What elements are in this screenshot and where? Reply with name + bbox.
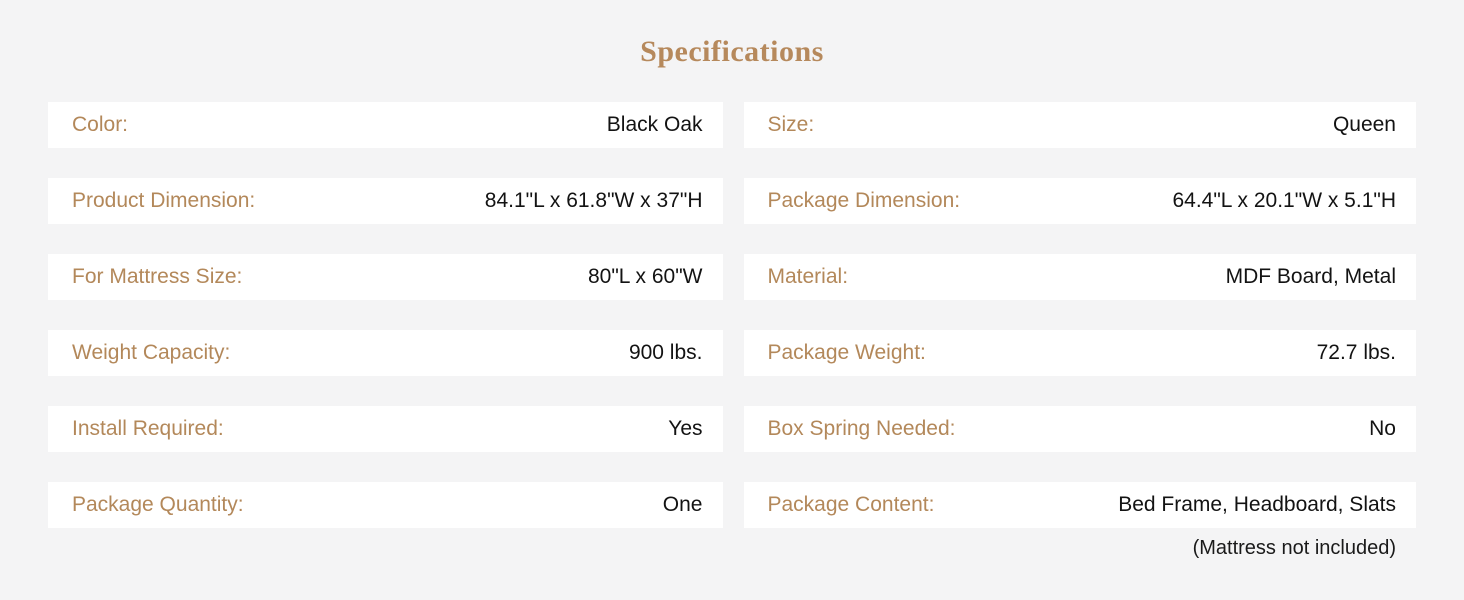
spec-row-product-dimension: Product Dimension: 84.1"L x 61.8"W x 37"…: [48, 178, 723, 224]
spec-column-left: Color: Black Oak Product Dimension: 84.1…: [48, 102, 723, 560]
spec-value: No: [1369, 417, 1396, 440]
spec-row-package-quantity: Package Quantity: One: [48, 482, 723, 528]
mattress-note: (Mattress not included): [1192, 537, 1396, 559]
spec-value: 80"L x 60"W: [587, 265, 703, 288]
spec-row-color: Color: Black Oak: [48, 102, 723, 148]
spec-label: Package Weight:: [767, 341, 926, 364]
spec-value: Bed Frame, Headboard, Slats: [1118, 493, 1396, 516]
spec-column-right: Size: Queen Package Dimension: 64.4"L x …: [743, 102, 1416, 560]
spec-value: Queen: [1332, 113, 1396, 136]
spec-row-box-spring: Box Spring Needed: No: [743, 406, 1416, 452]
spec-label: Package Quantity:: [72, 493, 244, 516]
spec-value: MDF Board, Metal: [1225, 265, 1396, 288]
spec-value: 64.4"L x 20.1"W x 5.1"H: [1172, 189, 1396, 212]
spec-row-material: Material: MDF Board, Metal: [743, 254, 1416, 300]
spec-label: Material:: [767, 265, 849, 288]
spec-value: Yes: [668, 417, 703, 440]
spec-label: Product Dimension:: [72, 189, 256, 212]
spec-row-size: Size: Queen: [743, 102, 1416, 148]
spec-value: Black Oak: [606, 113, 703, 136]
spec-row-mattress-size: For Mattress Size: 80"L x 60"W: [48, 254, 723, 300]
spec-label: Install Required:: [72, 417, 224, 440]
spec-label: Box Spring Needed:: [767, 417, 956, 440]
spec-value: 900 lbs.: [628, 341, 703, 364]
spec-row-install-required: Install Required: Yes: [48, 406, 723, 452]
spec-label: Color:: [72, 113, 129, 136]
spec-label: Package Content:: [767, 493, 935, 516]
spec-label: Package Dimension:: [767, 189, 961, 212]
spec-value: 72.7 lbs.: [1316, 341, 1396, 364]
spec-grid: Color: Black Oak Product Dimension: 84.1…: [48, 102, 1416, 560]
spec-row-weight-capacity: Weight Capacity: 900 lbs.: [48, 330, 723, 376]
spec-label: Weight Capacity:: [72, 341, 231, 364]
spec-label: For Mattress Size:: [72, 265, 243, 288]
spec-row-package-weight: Package Weight: 72.7 lbs.: [743, 330, 1416, 376]
spec-row-package-dimension: Package Dimension: 64.4"L x 20.1"W x 5.1…: [743, 178, 1416, 224]
spec-value: 84.1"L x 61.8"W x 37"H: [484, 189, 703, 212]
spec-row-package-content: Package Content: Bed Frame, Headboard, S…: [743, 482, 1416, 528]
spec-label: Size:: [767, 113, 815, 136]
page-title: Specifications: [640, 35, 824, 68]
spec-value: One: [662, 493, 703, 516]
